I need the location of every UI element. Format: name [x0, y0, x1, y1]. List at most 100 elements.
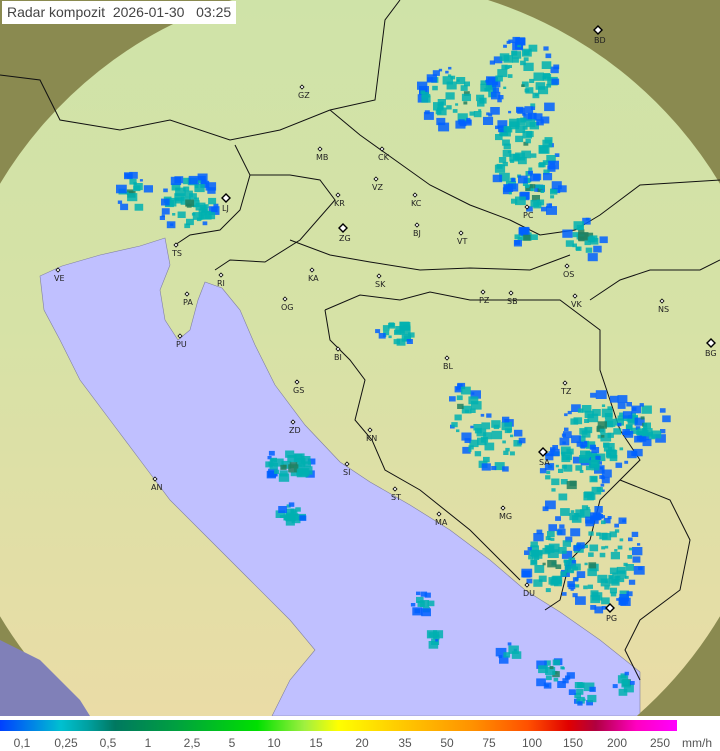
rain-cell	[184, 223, 191, 229]
rain-cell	[572, 577, 579, 582]
rain-cell	[300, 456, 311, 464]
city-vz[interactable]: VZ	[372, 176, 383, 192]
rain-cell	[286, 504, 291, 508]
rain-cell	[528, 112, 537, 120]
city-label: ZD	[289, 426, 301, 435]
city-ve[interactable]: VE	[54, 267, 65, 283]
city-zg[interactable]: ZG	[338, 223, 351, 243]
rain-cell	[515, 37, 526, 46]
rain-cell	[565, 536, 573, 543]
rain-cell	[596, 532, 601, 536]
city-label: KA	[308, 274, 319, 283]
rain-cell	[617, 415, 624, 421]
city-vk[interactable]: VK	[571, 293, 582, 309]
city-lj[interactable]: LJ	[221, 193, 231, 213]
rain-cell	[511, 178, 516, 182]
rain-cell	[477, 437, 487, 446]
city-ns[interactable]: NS	[658, 298, 669, 314]
rain-cell	[643, 422, 651, 429]
rain-cell	[269, 462, 278, 470]
city-kr[interactable]: KR	[334, 192, 345, 208]
city-label: CK	[378, 153, 390, 162]
city-mg[interactable]: MG	[499, 505, 512, 521]
rain-cell	[526, 578, 533, 584]
city-label: DU	[523, 589, 535, 598]
rain-cell	[601, 520, 606, 525]
rain-cell	[629, 681, 635, 685]
rain-cell	[524, 184, 530, 189]
rain-cell	[550, 66, 559, 74]
city-bd[interactable]: BD	[593, 25, 606, 45]
rain-cell	[572, 232, 579, 238]
city-ma[interactable]: MA	[435, 511, 448, 527]
city-ri[interactable]: RI	[217, 272, 225, 288]
rain-cell	[522, 130, 532, 139]
rain-cell	[485, 79, 489, 83]
city-pz[interactable]: PZ	[479, 289, 490, 305]
city-bj[interactable]: BJ	[413, 222, 421, 238]
city-tz[interactable]: TZ	[560, 380, 572, 396]
city-sk[interactable]: SK	[375, 273, 386, 289]
city-mb[interactable]: MB	[316, 146, 328, 162]
rain-cell	[280, 470, 288, 477]
city-an[interactable]: AN	[151, 476, 162, 492]
rain-cell	[617, 422, 622, 427]
rain-cell	[519, 192, 530, 201]
rain-cell	[604, 545, 609, 549]
rain-cell	[550, 448, 560, 457]
rain-cell	[609, 567, 618, 575]
rain-cell	[195, 202, 206, 211]
radar-map[interactable]: GZ BD MB CK VZ KR KC LJ ZG BJ VT PC TS VE RI KA SK OS PA OG…	[0, 0, 720, 716]
rain-cell	[435, 639, 439, 642]
rain-cell	[525, 119, 536, 128]
rain-cell	[660, 429, 666, 434]
rain-cell	[499, 656, 509, 664]
rain-cell	[470, 425, 474, 429]
rain-cell	[205, 182, 217, 191]
rain-cell	[456, 429, 460, 433]
rain-cell	[278, 506, 287, 513]
city-du[interactable]: DU	[523, 582, 535, 598]
city-dot-icon	[392, 486, 398, 492]
city-ck[interactable]: CK	[378, 146, 390, 162]
rain-cell	[471, 392, 475, 395]
city-gz[interactable]: GZ	[298, 84, 310, 100]
city-ts[interactable]: TS	[171, 242, 182, 258]
city-bi[interactable]: BI	[334, 346, 342, 362]
city-zd[interactable]: ZD	[289, 419, 301, 435]
city-si[interactable]: SI	[343, 461, 350, 477]
rain-cell	[627, 555, 633, 559]
city-dot-icon	[309, 267, 315, 273]
rain-cell	[562, 678, 569, 684]
city-kc[interactable]: KC	[411, 192, 422, 208]
city-vt[interactable]: VT	[457, 230, 467, 246]
rain-cell	[129, 171, 138, 179]
rain-cell	[628, 579, 636, 585]
rain-cell	[522, 48, 532, 57]
rain-cell	[572, 243, 577, 248]
rain-cell	[424, 592, 431, 598]
city-sb[interactable]: SB	[507, 290, 518, 306]
city-kn[interactable]: KN	[366, 427, 377, 443]
city-pc[interactable]: PC	[523, 204, 534, 220]
rain-cell	[498, 125, 507, 133]
rain-cell	[605, 418, 616, 427]
city-bl[interactable]: BL	[443, 355, 453, 371]
city-sa[interactable]: SA	[538, 447, 550, 467]
city-pa[interactable]: PA	[183, 291, 193, 307]
city-pg[interactable]: PG	[605, 603, 617, 623]
city-pu[interactable]: PU	[176, 333, 187, 349]
city-bg[interactable]: BG	[705, 338, 717, 358]
city-dot-icon	[290, 419, 296, 425]
rain-cell	[446, 81, 457, 90]
rain-cell	[271, 471, 277, 476]
city-gs[interactable]: GS	[293, 379, 304, 395]
rain-cell	[399, 321, 410, 330]
city-ka[interactable]: KA	[308, 267, 319, 283]
city-os[interactable]: OS	[563, 263, 574, 279]
city-st[interactable]: ST	[391, 486, 401, 502]
city-og[interactable]: OG	[281, 296, 294, 312]
rain-cell	[497, 98, 502, 103]
rain-cell	[533, 72, 544, 81]
rain-cell	[600, 434, 605, 438]
